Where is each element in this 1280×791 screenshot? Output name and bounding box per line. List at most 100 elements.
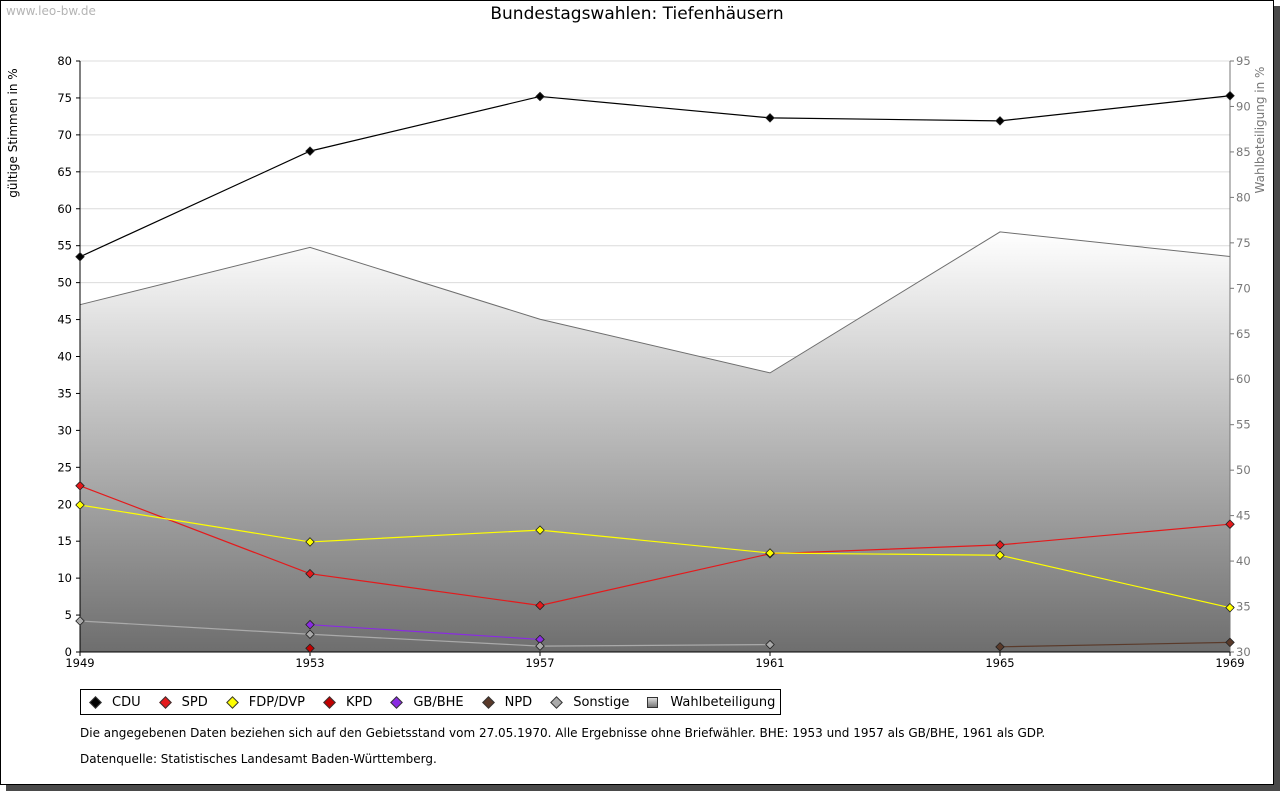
chart-plot: 0 5 10 15 20 25 30 35 40 45 50 55 60 65 70 75 80 30 35 40 45… xyxy=(6,54,1267,670)
y-tick-label-45: 45 xyxy=(57,313,72,327)
point-cdu-1969 xyxy=(1225,90,1235,101)
y-tick-label-30: 30 xyxy=(57,423,72,437)
point-npd-1969 xyxy=(1225,637,1235,648)
legend-swatch-fdp-dvp xyxy=(225,695,239,709)
point-fdp-dvp-1969 xyxy=(1225,602,1235,613)
legend-swatch-gb-bhe xyxy=(390,695,404,709)
x-tick-label-1969: 1969 xyxy=(1215,656,1244,670)
y2-tick-label-80: 80 xyxy=(1236,190,1251,204)
y2-tick-label-75: 75 xyxy=(1236,236,1251,250)
legend-item-gb-bhe: GB/BHE xyxy=(388,694,464,710)
legend-label-cdu: CDU xyxy=(112,694,141,710)
y2-tick-label-55: 55 xyxy=(1236,418,1251,432)
y2-tick-label-95: 95 xyxy=(1236,54,1251,68)
legend-swatch-kpd xyxy=(323,695,336,709)
y-tick-label-55: 55 xyxy=(57,239,72,253)
legend-label-npd: NPD xyxy=(504,694,533,710)
legend-label-gb-bhe: GB/BHE xyxy=(413,694,464,710)
turnout-area xyxy=(80,231,1230,653)
turnout-line xyxy=(79,231,1231,374)
watermark: www.leo-bw.de xyxy=(6,4,96,18)
legend-item-wahlbeteiligung: Wahlbeteiligung xyxy=(645,695,775,710)
y2-tick-label-85: 85 xyxy=(1236,145,1251,159)
y-tick-label-10: 10 xyxy=(57,571,72,585)
y-tick-label-0: 0 xyxy=(65,645,72,659)
y2-tick-label-45: 45 xyxy=(1236,509,1251,523)
point-sonstige-1953 xyxy=(305,629,315,640)
legend-item-kpd: KPD xyxy=(321,695,372,710)
y-tick-label-25: 25 xyxy=(57,460,72,474)
series-line-cdu xyxy=(79,95,1231,258)
legend-swatch-cdu xyxy=(89,695,102,709)
y-tick-label-20: 20 xyxy=(57,497,72,511)
y2-tick-label-30: 30 xyxy=(1236,645,1251,659)
point-spd-1957 xyxy=(535,600,545,611)
legend-label-wahlbeteiligung: Wahlbeteiligung xyxy=(670,694,776,710)
note-gebietsstand: Die angegebenen Daten beziehen sich auf … xyxy=(80,726,1046,740)
series-line-npd xyxy=(999,641,1231,648)
note-datenquelle: Datenquelle: Statistisches Landesamt Bad… xyxy=(80,752,437,766)
series-line-sonstige xyxy=(79,620,771,647)
legend-item-npd: NPD xyxy=(480,694,533,710)
y-tick-label-70: 70 xyxy=(57,128,72,142)
legend-label-fdp-dvp: FDP/DVP xyxy=(248,694,305,710)
y2-axis-label: Wahlbeteiligung in % xyxy=(1253,67,1267,194)
x-tick-label-1957: 1957 xyxy=(525,656,554,670)
point-fdp-dvp-1949 xyxy=(75,500,85,510)
legend-swatch-spd xyxy=(158,695,172,709)
legend-label-spd: SPD xyxy=(181,694,208,710)
point-sonstige-1961 xyxy=(765,639,775,650)
legend: CDU SPD FDP/DVP KPD GB/BHE NPD Sonstige Wahlbet… xyxy=(80,689,782,715)
y-tick-label-50: 50 xyxy=(57,276,72,290)
point-fdp-dvp-1965 xyxy=(995,550,1005,560)
y2-tick-label-90: 90 xyxy=(1236,99,1251,113)
point-cdu-1957 xyxy=(535,91,545,102)
x-tick-label-1961: 1961 xyxy=(755,656,784,670)
y-tick-label-40: 40 xyxy=(57,350,72,364)
frame-shadow-right xyxy=(1274,6,1280,791)
frame-shadow-bottom xyxy=(6,785,1280,791)
point-gb-bhe-1953 xyxy=(305,619,315,630)
series-line-spd xyxy=(79,485,1231,607)
y2-tick-label-70: 70 xyxy=(1236,281,1251,295)
y2-tick-label-40: 40 xyxy=(1236,554,1251,568)
point-cdu-1953 xyxy=(305,146,315,156)
point-cdu-1961 xyxy=(765,113,775,123)
y-tick-label-5: 5 xyxy=(65,608,72,622)
y-tick-label-65: 65 xyxy=(57,165,72,179)
y2-tick-label-35: 35 xyxy=(1236,600,1251,614)
legend-item-sonstige: Sonstige xyxy=(548,695,629,710)
point-fdp-dvp-1961 xyxy=(765,548,775,558)
point-spd-1949 xyxy=(75,481,85,491)
y-axis-label: gültige Stimmen in % xyxy=(6,68,20,197)
y-tick-label-15: 15 xyxy=(57,534,72,548)
legend-item-spd: SPD xyxy=(157,695,208,710)
legend-swatch-npd xyxy=(481,695,495,709)
point-sonstige-1949 xyxy=(75,616,85,626)
series-line-gb-bhe xyxy=(309,624,541,641)
y-tick-label-75: 75 xyxy=(57,91,72,105)
y-tick-label-35: 35 xyxy=(57,386,72,400)
point-sonstige-1957 xyxy=(535,641,545,651)
chart-title: Bundestagswahlen: Tiefenhäusern xyxy=(490,4,784,24)
y2-tick-label-50: 50 xyxy=(1236,463,1251,477)
point-fdp-dvp-1957 xyxy=(535,525,545,535)
x-tick-label-1953: 1953 xyxy=(295,656,324,670)
point-spd-1953 xyxy=(305,568,315,579)
legend-swatch-sonstige xyxy=(550,695,564,709)
point-kpd-1953 xyxy=(305,643,315,654)
x-tick-label-1949: 1949 xyxy=(65,656,94,670)
legend-label-kpd: KPD xyxy=(345,694,373,710)
point-spd-1965 xyxy=(995,540,1005,550)
y2-tick-label-65: 65 xyxy=(1236,327,1251,341)
y2-tick-label-60: 60 xyxy=(1236,372,1251,386)
legend-label-sonstige: Sonstige xyxy=(573,694,630,710)
point-npd-1965 xyxy=(995,642,1005,652)
y-tick-label-80: 80 xyxy=(57,54,72,68)
legend-item-cdu: CDU xyxy=(87,695,141,710)
y-tick-label-60: 60 xyxy=(57,202,72,216)
x-tick-label-1965: 1965 xyxy=(985,656,1014,670)
point-cdu-1949 xyxy=(75,252,85,262)
point-spd-1969 xyxy=(1225,519,1235,529)
point-cdu-1965 xyxy=(995,116,1005,126)
